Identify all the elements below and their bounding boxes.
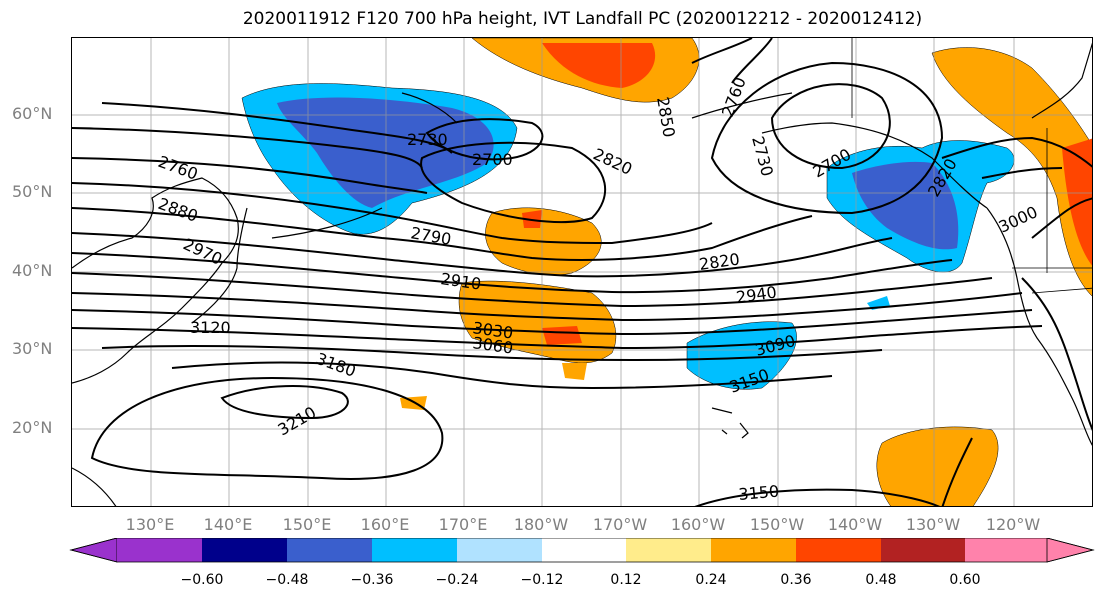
colorbar-tick: 0.12 (610, 572, 642, 588)
colorbar-tick: −0.48 (265, 572, 309, 588)
colorbar-segment (711, 538, 796, 562)
colorbar-segment (372, 538, 457, 562)
contour-label: 2760 (156, 152, 201, 184)
colorbar-tick: 0.48 (865, 572, 897, 588)
lon-label: 140°W (827, 515, 883, 534)
lon-label: 160°W (670, 515, 726, 534)
lon-label: 140°E (203, 515, 253, 534)
contour-label: 3180 (314, 349, 359, 381)
contour-label: 3000 (996, 202, 1041, 236)
lon-label: 180°W (513, 515, 569, 534)
colorbar-tick: −0.36 (350, 572, 394, 588)
colorbar-segment (542, 538, 626, 562)
colorbar-tick: −0.60 (180, 572, 224, 588)
colorbar-tick: −0.12 (520, 572, 564, 588)
contour-label: 3150 (738, 482, 780, 504)
colorbar-segment (69, 538, 118, 563)
lon-label: 150°E (282, 515, 332, 534)
contour-label: 2820 (590, 144, 635, 178)
lon-label: 130°E (125, 515, 175, 534)
contour-label: 2970 (180, 234, 225, 268)
colorbar-segment (1046, 538, 1095, 563)
lat-label: 50°N (12, 182, 53, 201)
map-panel: 2760 2730 2700 2820 2850 2760 2730 2700 … (71, 37, 1093, 507)
contour-label: 3120 (190, 318, 231, 337)
contour-label: 2730 (407, 130, 448, 149)
colorbar-segment (457, 538, 542, 562)
contour-label: 3210 (275, 403, 320, 440)
colorbar-tick: 0.24 (695, 572, 727, 588)
lon-label: 150°W (749, 515, 805, 534)
colorbar-segment (202, 538, 287, 562)
colorbar-segment (965, 538, 1047, 562)
lat-label: 30°N (12, 339, 53, 358)
lat-label: 60°N (12, 104, 53, 123)
lat-label: 20°N (12, 418, 53, 437)
map-title: 2020011912 F120 700 hPa height, IVT Land… (242, 9, 923, 29)
colorbar-segment (287, 538, 372, 562)
contour-label: 2880 (156, 194, 201, 226)
coastlines (72, 42, 1092, 506)
contour-label: 2940 (735, 282, 778, 306)
contour-label: 2700 (472, 150, 513, 169)
colorbar-segment (881, 538, 965, 562)
colorbar-tick: −0.24 (435, 572, 479, 588)
lon-label: 170°E (438, 515, 488, 534)
map-canvas: 2760 2730 2700 2820 2850 2760 2730 2700 … (72, 38, 1092, 506)
lon-label: 120°W (985, 515, 1041, 534)
colorbar-tick: 0.36 (780, 572, 812, 588)
colorbar-tick: 0.60 (949, 572, 981, 588)
colorbar (69, 538, 1095, 563)
height-contours (72, 38, 1092, 506)
lat-label: 40°N (12, 261, 53, 280)
contour-label: 2730 (748, 134, 777, 178)
colorbar-segment (117, 538, 202, 562)
colorbar-segment (626, 538, 711, 562)
contour-label: 2850 (653, 95, 679, 138)
lon-label: 170°W (592, 515, 648, 534)
lon-label: 130°W (905, 515, 961, 534)
colorbar-segment (796, 538, 881, 562)
contour-label: 2910 (439, 269, 482, 293)
lon-label: 160°E (360, 515, 410, 534)
boundaries (851, 38, 1092, 294)
contour-label: 2820 (698, 249, 741, 273)
contour-label: 2760 (718, 75, 750, 120)
